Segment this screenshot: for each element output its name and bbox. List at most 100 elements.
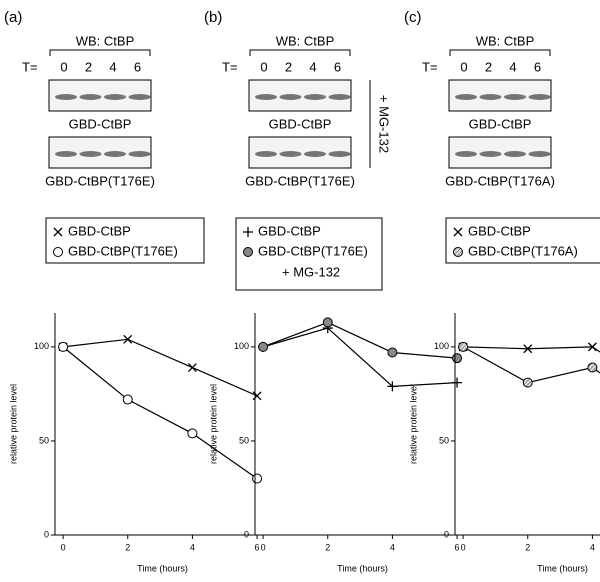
series-line xyxy=(463,346,600,353)
marker xyxy=(452,353,463,364)
blot-row-label: GBD-CtBP xyxy=(269,116,332,131)
marker xyxy=(387,381,398,392)
marker-circle xyxy=(587,362,598,373)
marker xyxy=(252,391,262,401)
lane-label: 6 xyxy=(334,59,341,74)
blot-bracket xyxy=(249,49,351,56)
lane-label: 0 xyxy=(460,59,467,74)
blot-band xyxy=(455,94,477,100)
x-axis-label: Time (hours) xyxy=(137,563,188,573)
marker-x xyxy=(123,334,133,344)
x-tick-label: 6 xyxy=(255,542,260,552)
y-axis-label: relative protein level xyxy=(8,384,18,464)
marker-x xyxy=(187,363,197,373)
marker-plus xyxy=(387,381,398,392)
x-axis-label: Time (hours) xyxy=(537,563,588,573)
x-tick-label: 0 xyxy=(461,542,466,552)
marker-plus xyxy=(452,377,463,388)
x-tick-label: 6 xyxy=(455,542,460,552)
blot-row-label: GBD-CtBP xyxy=(469,116,532,131)
blot-band xyxy=(128,94,151,100)
marker xyxy=(453,227,463,237)
legend-box xyxy=(45,217,205,264)
series-line xyxy=(462,346,600,384)
blot-band xyxy=(328,94,351,100)
marker-circle xyxy=(458,341,469,352)
marker-circle xyxy=(53,247,63,257)
series-line xyxy=(62,346,258,480)
marker xyxy=(243,247,253,257)
blot-bracket xyxy=(449,49,551,56)
y-tick-label: 50 xyxy=(39,435,49,445)
marker xyxy=(258,341,269,352)
time-label: T= xyxy=(22,59,38,74)
marker-circle xyxy=(322,317,333,328)
y-tick-label: 100 xyxy=(34,341,49,351)
marker xyxy=(523,344,533,354)
x-tick-label: 4 xyxy=(390,542,395,552)
marker-x xyxy=(53,227,63,237)
marker xyxy=(522,377,533,388)
time-label: T= xyxy=(222,59,238,74)
marker xyxy=(53,227,63,237)
blot-band xyxy=(504,94,526,100)
marker-circle xyxy=(252,473,263,484)
marker-circle xyxy=(122,394,133,405)
x-tick-label: 2 xyxy=(125,542,130,552)
blot-band xyxy=(479,151,502,157)
y-tick-label: 50 xyxy=(439,435,449,445)
legend-box xyxy=(445,217,600,264)
marker-circle xyxy=(452,353,463,364)
marker xyxy=(123,334,133,344)
y-axis-label: relative protein level xyxy=(408,384,418,464)
blot-band xyxy=(328,151,351,157)
marker-plus xyxy=(243,227,253,237)
blot-band xyxy=(79,94,102,100)
marker xyxy=(187,363,197,373)
legend-label: GBD-CtBP xyxy=(68,223,131,238)
x-axis-label: Time (hours) xyxy=(337,563,388,573)
blot-band xyxy=(528,94,551,100)
blot-band xyxy=(455,151,477,157)
marker-circle xyxy=(453,247,463,257)
lane-label: 4 xyxy=(109,59,116,74)
marker-circle xyxy=(58,341,69,352)
y-tick-label: 0 xyxy=(444,529,449,539)
blot-row-label: GBD-CtBP xyxy=(69,116,132,131)
blot-band xyxy=(55,151,77,157)
blot-band xyxy=(255,94,277,100)
panel-label: (a) xyxy=(4,9,22,26)
marker-x xyxy=(587,342,597,352)
lane-label: 4 xyxy=(309,59,316,74)
blot-band xyxy=(279,151,302,157)
blot-row-label: GBD-CtBP(T176E) xyxy=(45,173,155,188)
blot-band xyxy=(79,151,102,157)
y-tick-label: 50 xyxy=(239,435,249,445)
blot-bracket xyxy=(49,49,151,56)
x-tick-label: 4 xyxy=(590,542,595,552)
marker-circle xyxy=(387,347,398,358)
marker-circle xyxy=(522,377,533,388)
time-label: T= xyxy=(422,59,438,74)
marker xyxy=(122,394,133,405)
x-tick-label: 2 xyxy=(525,542,530,552)
marker xyxy=(453,247,463,257)
lane-label: 4 xyxy=(509,59,516,74)
marker-circle xyxy=(258,341,269,352)
legend-box xyxy=(235,217,383,291)
marker xyxy=(587,342,597,352)
marker-x xyxy=(252,391,262,401)
series-line xyxy=(262,327,458,387)
blot-band xyxy=(279,94,302,100)
series-line xyxy=(63,338,258,397)
lane-label: 0 xyxy=(260,59,267,74)
blot-band xyxy=(104,94,126,100)
marker xyxy=(243,227,253,237)
legend-label: GBD-CtBP(T176E) xyxy=(68,243,178,258)
lane-label: 6 xyxy=(534,59,541,74)
x-tick-label: 4 xyxy=(190,542,195,552)
treatment-label: + MG-132 xyxy=(377,95,392,153)
marker-x xyxy=(523,344,533,354)
legend-label: GBD-CtBP(T176A) xyxy=(468,243,578,258)
legend-label: GBD-CtBP xyxy=(258,223,321,238)
